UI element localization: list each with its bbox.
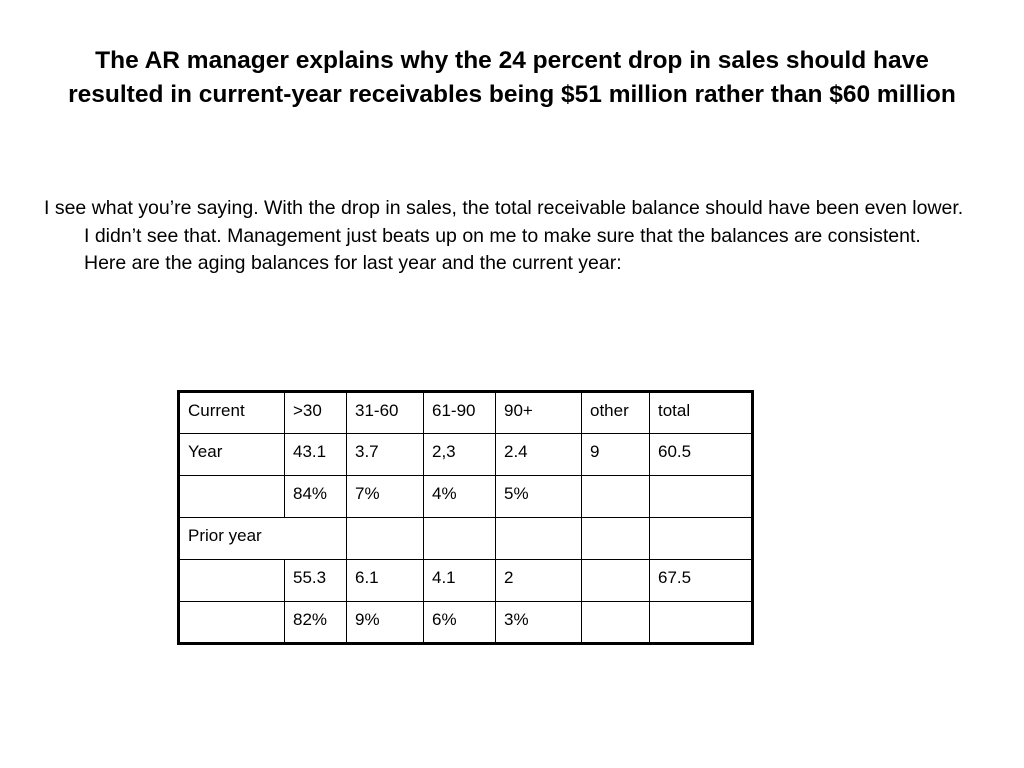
table-cell: Year	[178, 433, 285, 476]
table-cell: 61-90	[423, 391, 496, 434]
table-row: 55.3 6.1 4.1 2 67.5	[178, 559, 753, 602]
table-cell	[178, 475, 285, 518]
table-cell	[649, 517, 753, 560]
table-row: 82% 9% 6% 3%	[178, 601, 753, 644]
table-cell: 5%	[495, 475, 582, 518]
table-cell: 7%	[346, 475, 424, 518]
table-cell: 82%	[284, 601, 347, 644]
table-cell: 4.1	[423, 559, 496, 602]
table-cell	[581, 559, 650, 602]
aging-balances-table: Current >30 31-60 61-90 90+ other total …	[177, 390, 754, 645]
table-cell	[346, 517, 424, 560]
table-cell	[581, 601, 650, 644]
table-cell: 84%	[284, 475, 347, 518]
table-cell: Prior year	[178, 517, 347, 560]
table-cell	[649, 475, 753, 518]
table-cell: 60.5	[649, 433, 753, 476]
table-cell: 3.7	[346, 433, 424, 476]
table-cell: 3%	[495, 601, 582, 644]
table-cell: 67.5	[649, 559, 753, 602]
table-row: 84% 7% 4% 5%	[178, 475, 753, 518]
table-cell: 2,3	[423, 433, 496, 476]
table-cell	[649, 601, 753, 644]
table-cell: 55.3	[284, 559, 347, 602]
table-cell: 43.1	[284, 433, 347, 476]
table-cell: 9%	[346, 601, 424, 644]
slide-body-text: I see what you’re saying. With the drop …	[44, 197, 964, 274]
table-cell: 6%	[423, 601, 496, 644]
table-cell: total	[649, 391, 753, 434]
table-cell	[178, 601, 285, 644]
slide-title: The AR manager explains why the 24 perce…	[68, 47, 956, 108]
table-cell	[581, 475, 650, 518]
table-cell: other	[581, 391, 650, 434]
table-row: Year 43.1 3.7 2,3 2.4 9 60.5	[178, 433, 753, 476]
table-cell	[423, 517, 496, 560]
table-cell: 9	[581, 433, 650, 476]
table-cell: Current	[178, 391, 285, 434]
table-cell: 2.4	[495, 433, 582, 476]
table-cell: >30	[284, 391, 347, 434]
table-cell: 90+	[495, 391, 582, 434]
table-cell	[581, 517, 650, 560]
table-row: Current >30 31-60 61-90 90+ other total	[178, 391, 753, 434]
table-cell: 2	[495, 559, 582, 602]
table-cell: 6.1	[346, 559, 424, 602]
table-cell	[495, 517, 582, 560]
table-row: Prior year	[178, 517, 753, 560]
table-cell: 4%	[423, 475, 496, 518]
table-cell: 31-60	[346, 391, 424, 434]
table-cell	[178, 559, 285, 602]
